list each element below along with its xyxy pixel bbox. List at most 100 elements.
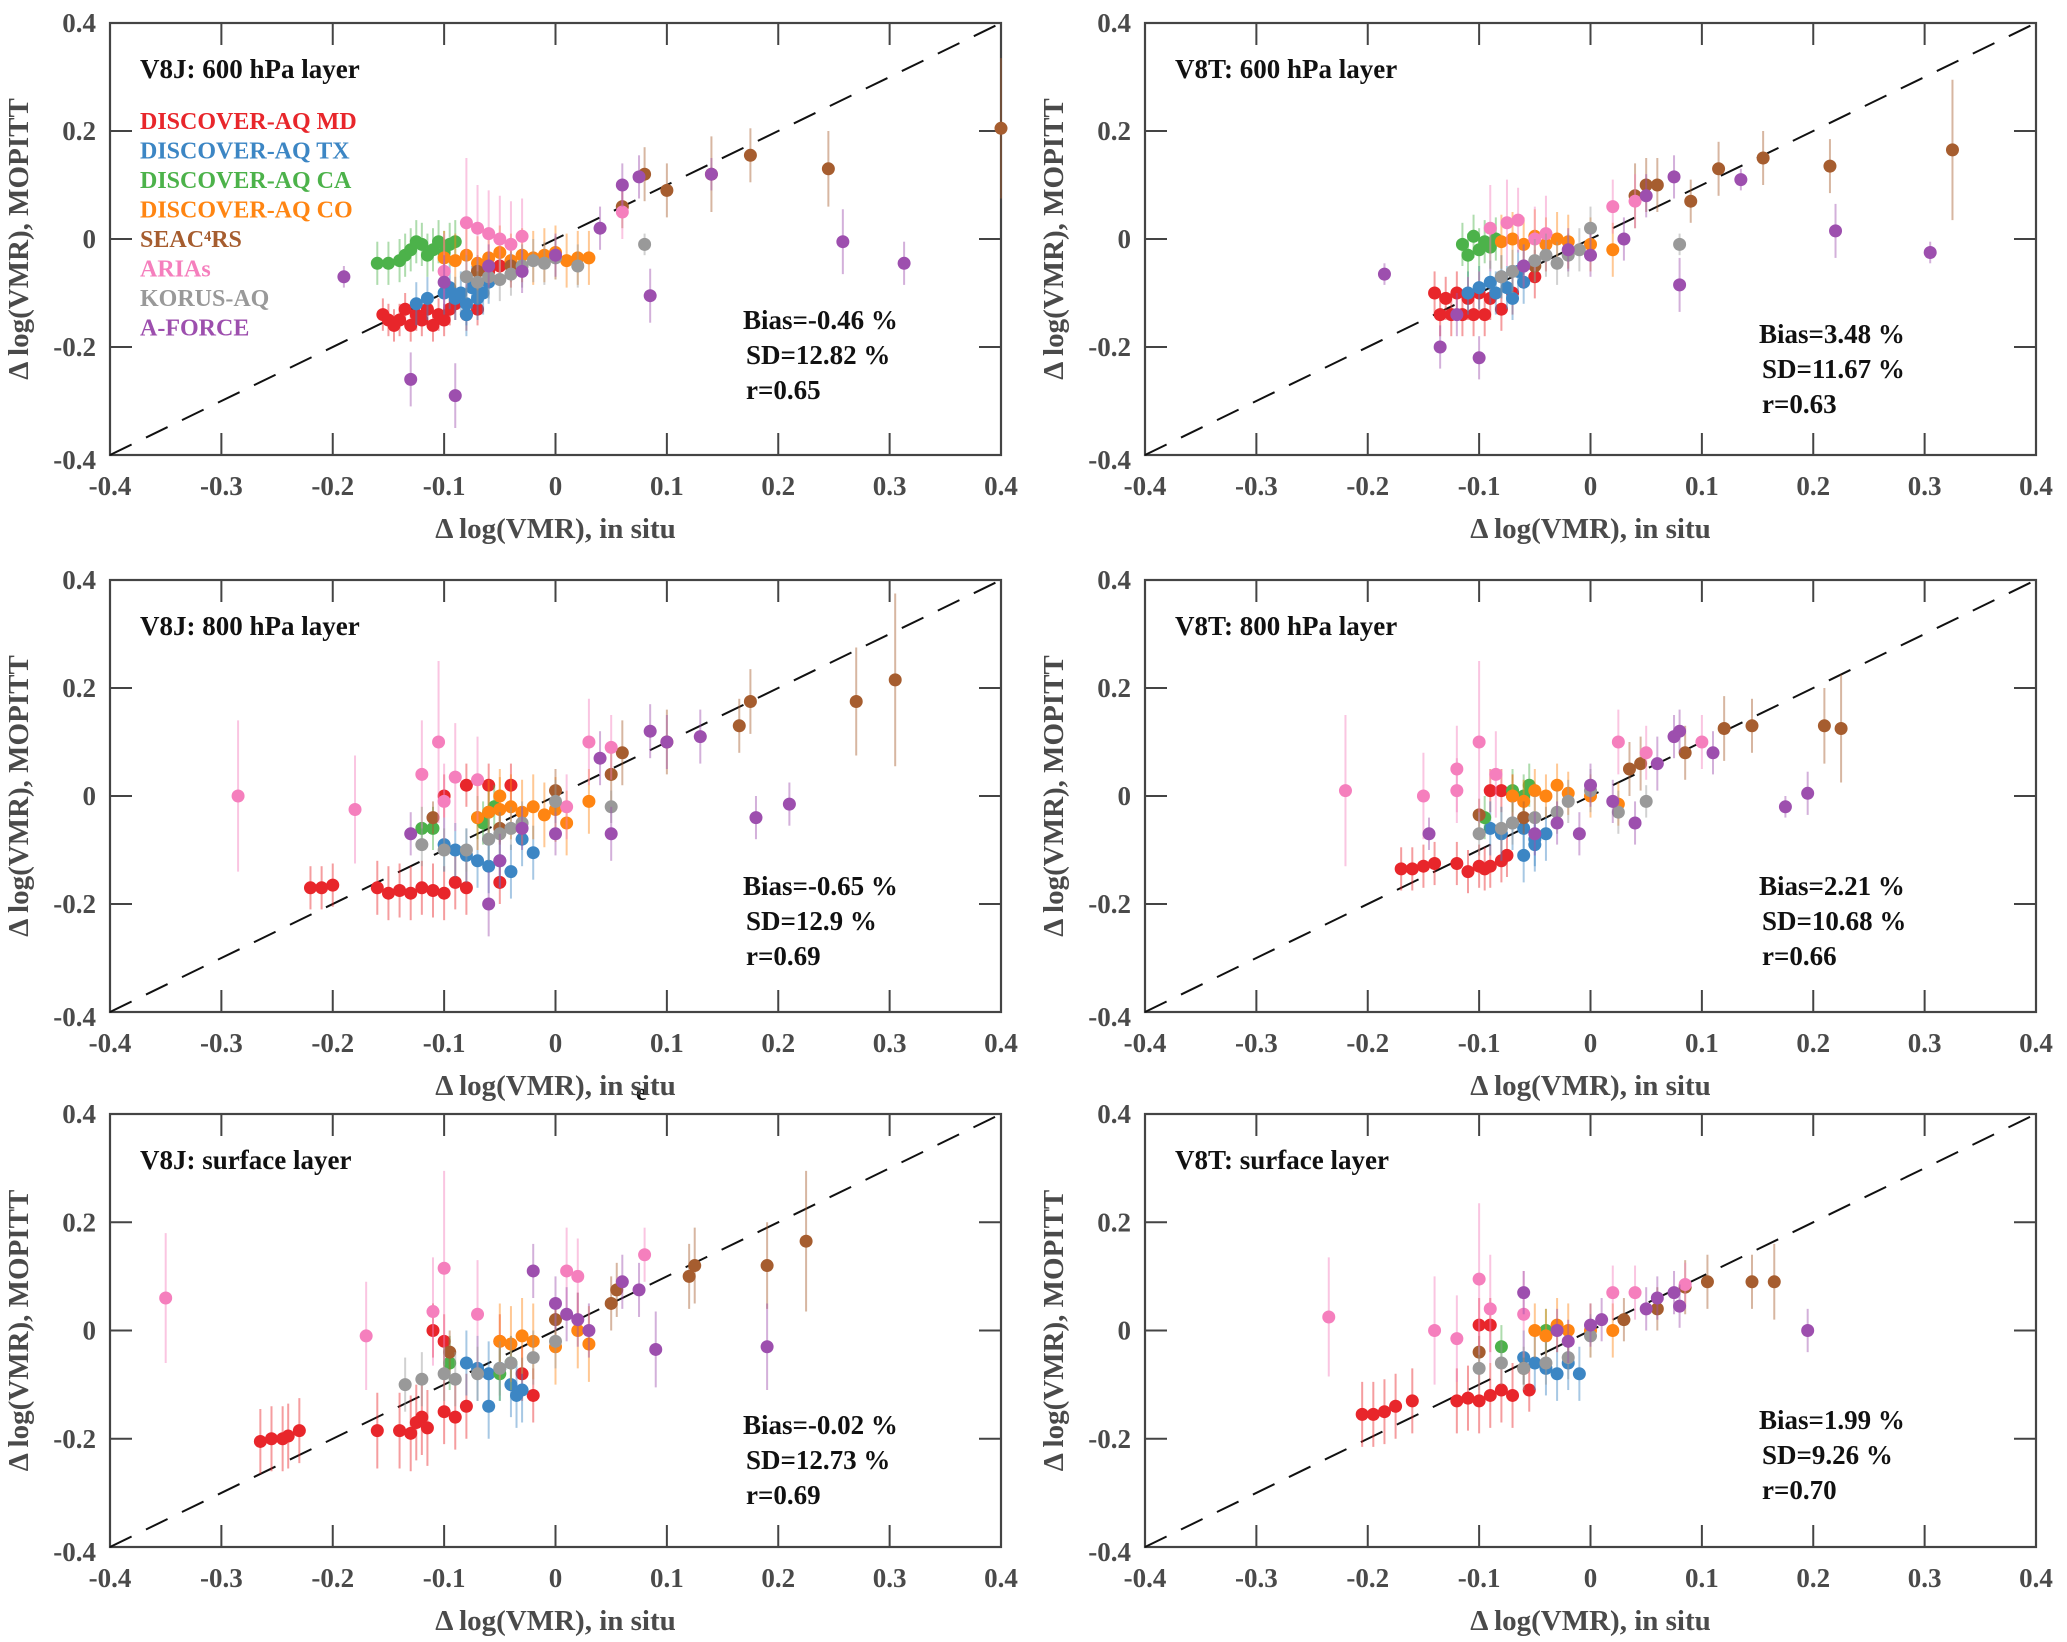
- data-point: [1561, 1334, 1575, 1348]
- data-point: [448, 770, 462, 784]
- data-point: [398, 302, 412, 316]
- data-point: [420, 1421, 434, 1435]
- data-point: [459, 308, 473, 322]
- x-tick-label: -0.1: [1458, 471, 1501, 501]
- data-point: [1528, 270, 1542, 284]
- data-point: [1572, 1367, 1586, 1381]
- series-arias: [231, 661, 618, 872]
- data-point: [1416, 859, 1430, 873]
- data-point: [459, 1356, 473, 1370]
- y-tick-label: 0.4: [62, 8, 96, 38]
- data-point: [593, 751, 607, 765]
- data-point: [1639, 794, 1653, 808]
- data-point: [1695, 735, 1709, 749]
- data-point: [404, 886, 418, 900]
- data-point: [1377, 267, 1391, 281]
- y-tick-label: 0.2: [1097, 1207, 1131, 1237]
- y-tick-label: 0: [1118, 781, 1132, 811]
- x-tick-label: -0.4: [1124, 471, 1167, 501]
- data-point: [471, 854, 485, 868]
- data-point: [799, 1234, 813, 1248]
- data-point: [504, 865, 518, 879]
- series-discover-aq-tx: [459, 1330, 529, 1439]
- panel-3: -0.4 -0.3 -0.2 -0.1 0 0.1 0.2 0.3 0.4 -0.4 -0.2 0 0.…: [3, 565, 1018, 1102]
- x-tick-label: -0.2: [1346, 1563, 1389, 1593]
- data-point: [159, 1291, 173, 1305]
- data-point: [415, 237, 429, 251]
- data-point: [1506, 1388, 1520, 1402]
- data-point: [1539, 248, 1553, 262]
- data-point: [1450, 286, 1464, 300]
- x-tick-label: 0.3: [873, 471, 907, 501]
- data-point: [1639, 1302, 1653, 1316]
- data-point: [415, 1410, 429, 1424]
- x-tick-label: -0.1: [423, 471, 466, 501]
- data-point: [493, 1361, 507, 1375]
- x-tick-label: 0: [1584, 471, 1598, 501]
- data-point: [381, 256, 395, 270]
- data-point: [493, 827, 507, 841]
- legend-item: KORUS-AQ: [140, 286, 269, 312]
- data-point: [404, 318, 418, 332]
- data-point: [1472, 1361, 1486, 1375]
- data-point: [1606, 1286, 1620, 1300]
- data-point: [604, 767, 618, 781]
- y-tick-label: 0.2: [1097, 116, 1131, 146]
- x-tick-label: 0: [1584, 1563, 1598, 1593]
- data-point: [526, 254, 540, 268]
- data-point: [1628, 816, 1642, 830]
- data-point: [1617, 232, 1631, 246]
- x-tick-label: -0.4: [89, 471, 132, 501]
- data-point: [604, 827, 618, 841]
- data-point: [1650, 1291, 1664, 1305]
- data-point: [560, 816, 574, 830]
- data-point: [1584, 1329, 1597, 1343]
- data-point: [459, 843, 473, 857]
- data-point: [415, 821, 429, 835]
- data-point: [526, 1351, 540, 1365]
- data-point: [1405, 1394, 1419, 1408]
- data-point: [1461, 865, 1475, 879]
- data-point: [448, 1410, 462, 1424]
- legend-item: ARIAs: [140, 257, 211, 283]
- data-point: [404, 372, 418, 386]
- data-point: [1483, 784, 1497, 798]
- series-discover-aq-md: [1355, 1298, 1536, 1447]
- data-point: [1506, 816, 1520, 830]
- data-point: [1461, 248, 1475, 262]
- series-arias: [1322, 1203, 1692, 1385]
- data-point: [1483, 1302, 1497, 1316]
- x-tick-label: -0.3: [200, 471, 243, 501]
- x-tick-label: 0.3: [1908, 1028, 1942, 1058]
- data-point: [515, 1329, 529, 1343]
- x-tick-label: 0.2: [761, 1028, 795, 1058]
- y-axis-label: Δ log(VMR), MOPITT: [1038, 98, 1070, 380]
- data-point: [437, 251, 451, 265]
- data-point: [1767, 1275, 1781, 1289]
- data-point: [1801, 1324, 1815, 1337]
- x-tick-label: -0.4: [89, 1028, 132, 1058]
- data-point: [1539, 237, 1553, 251]
- data-point: [448, 843, 462, 857]
- y-tick-label: 0.4: [62, 1099, 96, 1129]
- data-point: [1678, 746, 1692, 760]
- data-point: [482, 259, 496, 273]
- data-point: [1467, 308, 1481, 322]
- data-point: [1472, 1345, 1486, 1359]
- data-point: [643, 289, 657, 303]
- data-point: [660, 183, 674, 197]
- data-point: [1550, 1367, 1564, 1381]
- data-point: [1834, 722, 1848, 735]
- data-point: [1389, 1399, 1403, 1413]
- data-point: [1517, 1351, 1531, 1365]
- data-point: [1606, 794, 1620, 808]
- x-tick-label: -0.4: [1124, 1563, 1167, 1593]
- data-point: [493, 789, 507, 803]
- x-tick-label: -0.1: [423, 1563, 466, 1593]
- data-point: [459, 216, 473, 230]
- y-tick-label: -0.2: [53, 1424, 96, 1454]
- data-point: [526, 846, 540, 860]
- data-point: [560, 1264, 574, 1278]
- y-tick-label: 0.4: [1097, 565, 1131, 595]
- y-axis-label: Δ log(VMR), MOPITT: [3, 1190, 35, 1472]
